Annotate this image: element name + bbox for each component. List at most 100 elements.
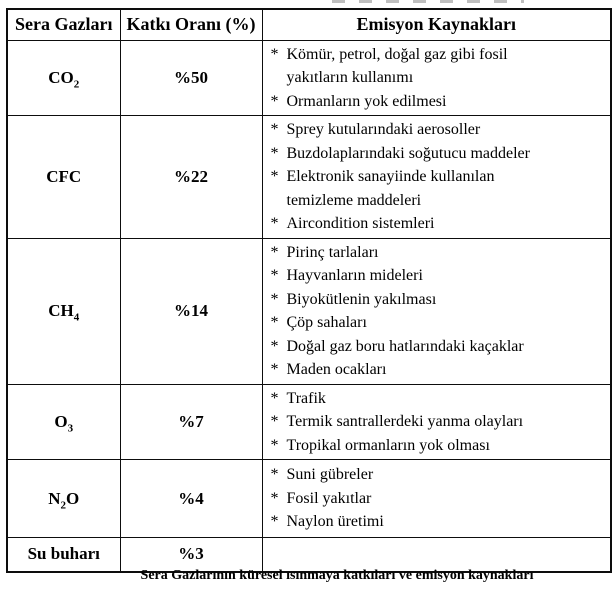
gas-formula-suffix: O (66, 488, 80, 508)
gas-name-o3: O3 (6, 383, 121, 460)
gas-formula-base: N (48, 488, 61, 508)
contribution-percent-co2: %50 (119, 39, 263, 116)
source-item: * Sprey kutularındaki aerosoller (271, 118, 605, 142)
asterisk-bullet-icon: * (270, 243, 279, 261)
gas-name-co2: CO2 (6, 39, 121, 116)
col-header-emission-sources: Emisyon Kaynakları (261, 8, 612, 41)
asterisk-bullet-icon: * (270, 413, 279, 430)
source-item: * Suni gübreler (271, 463, 605, 487)
contribution-percent-cfc: %22 (119, 115, 263, 239)
gas-formula-base: CFC (46, 166, 82, 186)
source-text: Sprey kutularındaki aerosoller (286, 121, 481, 138)
source-item: * Pirinç tarlaları (271, 241, 605, 265)
gas-formula-base: O (54, 411, 68, 431)
source-item: * Hayvanların mideleri (271, 264, 605, 288)
contribution-percent-su-buhari: %3 (119, 537, 263, 572)
gas-name-su-buhari: Su buharı (6, 537, 121, 572)
gas-formula-base: CH (48, 301, 74, 320)
source-text: Biyokütlenin yakılması (286, 290, 437, 308)
source-text: Tropikal ormanların yok olması (286, 436, 490, 454)
table-row-co2: CO2 %50 * Kömür, petrol, doğal gaz gibi f… (6, 39, 612, 116)
gas-formula-base: CO (48, 67, 74, 87)
source-item: * Ormanların yok edilmesi (271, 90, 605, 114)
gas-formula-subscript: 2 (73, 78, 80, 91)
source-item: * Termik santrallerdeki yanma olayları (271, 410, 605, 434)
emission-sources-o3: * Trafik * Termik santrallerdeki yanma olay… (261, 383, 612, 460)
source-item: * Trafik (271, 387, 605, 411)
emission-sources-co2: * Kömür, petrol, doğal gaz gibi fosil yak… (261, 39, 612, 116)
asterisk-bullet-icon: * (270, 314, 279, 331)
col-header-gases: Sera Gazları (6, 8, 121, 41)
gas-formula-subscript: 4 (73, 311, 80, 324)
asterisk-bullet-icon: * (270, 466, 279, 484)
asterisk-bullet-icon: * (270, 337, 279, 355)
source-text: Elektronik sanayiinde kullanılan temizle… (286, 168, 495, 209)
source-text: Doğal gaz boru hatlarındaki kaçaklar (286, 337, 524, 355)
table-row-n2o: N2O %4 * Suni gübreler * Fosil yakıtlar * Nay… (6, 459, 612, 538)
caption-container: Sera Gazlarının küresel ısınmaya katkıla… (0, 566, 616, 584)
gas-name-n2o: N2O (6, 459, 121, 538)
table-row-cfc: CFC %22 * Sprey kutularındaki aerosoller *… (6, 115, 612, 239)
source-text: Çöp sahaları (286, 314, 367, 331)
asterisk-bullet-icon: * (270, 144, 279, 162)
source-item: * Maden ocakları (271, 358, 605, 382)
table-row-ch4: CH4 %14 * Pirinç tarlaları * Hayvanların mi… (6, 237, 612, 385)
source-list: * Suni gübreler * Fosil yakıtlar * Naylon üre… (271, 463, 605, 534)
source-item: * Aircondition sistemleri (271, 212, 605, 236)
source-text: Hayvanların mideleri (286, 267, 423, 284)
source-text: Kömür, petrol, doğal gaz gibi fosil yakı… (286, 45, 508, 87)
source-item: * Elektronik sanayiinde kullanılan temizl… (271, 165, 605, 212)
source-text: Aircondition sistemleri (286, 215, 435, 232)
source-item: * Naylon üretimi (271, 510, 605, 534)
gas-formula-subscript: 3 (67, 422, 74, 435)
contribution-percent-n2o: %4 (119, 459, 263, 538)
source-text: Fosil yakıtlar (286, 489, 372, 507)
table-row-o3: O3 %7 * Trafik * Termik santrallerdeki yanm… (6, 383, 612, 460)
source-text: Trafik (286, 389, 326, 407)
greenhouse-gas-table: Sera Gazları Katkı Oranı (%) Emisyon Kay… (6, 8, 612, 573)
source-text: Termik santrallerdeki yanma olayları (286, 413, 524, 430)
asterisk-bullet-icon: * (270, 389, 279, 407)
asterisk-bullet-icon: * (270, 267, 279, 284)
asterisk-bullet-icon: * (270, 436, 279, 454)
table-row-su-buhari: Su buharı %3 (6, 537, 612, 572)
asterisk-bullet-icon: * (270, 121, 279, 138)
source-item: * Tropikal ormanların yok olması (271, 434, 605, 458)
source-item: * Fosil yakıtlar (271, 487, 605, 511)
emission-sources-n2o: * Suni gübreler * Fosil yakıtlar * Naylon üre… (261, 459, 612, 538)
asterisk-bullet-icon: * (270, 92, 279, 110)
source-text: Pirinç tarlaları (286, 243, 379, 261)
source-item: * Çöp sahaları (271, 311, 605, 335)
source-list: * Sprey kutularındaki aerosoller * Buzdolap… (271, 118, 605, 236)
emission-sources-su-buhari (261, 537, 612, 572)
source-text: Ormanların yok edilmesi (286, 92, 447, 110)
gas-name-cfc: CFC (6, 115, 121, 239)
source-list: * Kömür, petrol, doğal gaz gibi fosil yak… (271, 43, 605, 114)
emission-sources-cfc: * Sprey kutularındaki aerosoller * Buzdolap… (261, 115, 612, 239)
table-header-row: Sera Gazları Katkı Oranı (%) Emisyon Kay… (6, 8, 612, 41)
asterisk-bullet-icon: * (270, 168, 279, 185)
cropped-text-artifact (332, 0, 524, 3)
gas-name-ch4: CH4 (6, 237, 121, 385)
gas-formula-subscript: 2 (60, 498, 67, 511)
source-list: * Pirinç tarlaları * Hayvanların mideleri * B… (271, 241, 605, 382)
contribution-percent-o3: %7 (119, 383, 263, 460)
source-text: Buzdolaplarındaki soğutucu maddeler (286, 144, 530, 162)
source-text: Suni gübreler (286, 466, 374, 484)
emission-sources-ch4: * Pirinç tarlaları * Hayvanların mideleri * B… (261, 237, 612, 385)
source-text: Naylon üretimi (286, 513, 384, 531)
source-item: * Doğal gaz boru hatlarındaki kaçaklar (271, 335, 605, 359)
source-item: * Buzdolaplarındaki soğutucu maddeler (271, 142, 605, 166)
source-text: Maden ocakları (286, 361, 387, 378)
gas-formula-base: Su buharı (27, 544, 100, 564)
source-list: * Trafik * Termik santrallerdeki yanma olay… (271, 387, 605, 458)
table-caption: Sera Gazlarının küresel ısınmaya katkıla… (140, 568, 534, 583)
asterisk-bullet-icon: * (270, 361, 279, 378)
source-item: * Biyokütlenin yakılması (271, 288, 605, 312)
asterisk-bullet-icon: * (270, 45, 279, 63)
asterisk-bullet-icon: * (270, 513, 279, 531)
contribution-percent-ch4: %14 (119, 237, 263, 385)
asterisk-bullet-icon: * (270, 290, 279, 308)
source-item: * Kömür, petrol, doğal gaz gibi fosil yak… (271, 43, 605, 90)
